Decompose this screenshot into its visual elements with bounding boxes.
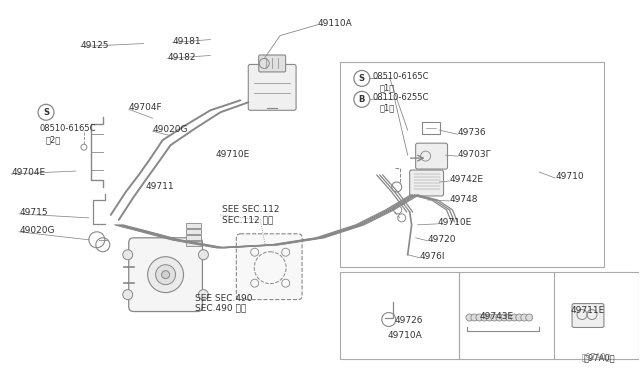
Circle shape [506, 314, 513, 321]
Bar [186, 235, 202, 240]
Circle shape [491, 314, 498, 321]
Text: 49710: 49710 [555, 172, 584, 181]
Text: 49020G: 49020G [19, 226, 54, 235]
FancyBboxPatch shape [236, 234, 302, 299]
Bar [186, 241, 202, 246]
Text: 49181: 49181 [173, 36, 201, 45]
Circle shape [156, 265, 175, 285]
Text: 49110A: 49110A [318, 19, 353, 28]
Text: （2）: （2） [46, 136, 61, 145]
Bar [460, 272, 639, 359]
Circle shape [486, 314, 493, 321]
Circle shape [511, 314, 518, 321]
Circle shape [198, 250, 209, 260]
Text: B: B [358, 95, 365, 104]
Text: 49710E: 49710E [438, 218, 472, 227]
Text: SEC.490 参照: SEC.490 参照 [195, 304, 246, 312]
FancyBboxPatch shape [259, 55, 285, 72]
Circle shape [521, 314, 528, 321]
Circle shape [525, 314, 532, 321]
Text: 49703Γ: 49703Γ [458, 150, 491, 159]
Circle shape [123, 290, 132, 299]
Text: 49715: 49715 [19, 208, 48, 217]
Text: 49710A: 49710A [388, 331, 422, 340]
Circle shape [471, 314, 478, 321]
Text: 08510-6165C: 08510-6165C [373, 72, 429, 81]
Text: 49704F: 49704F [129, 103, 163, 112]
FancyBboxPatch shape [572, 304, 604, 327]
Circle shape [148, 257, 184, 293]
Text: 49736: 49736 [458, 128, 486, 137]
Text: 08110-6255C: 08110-6255C [373, 93, 429, 102]
Text: SEC.112 参照: SEC.112 参照 [222, 215, 274, 224]
FancyBboxPatch shape [248, 64, 296, 110]
Circle shape [38, 104, 54, 120]
Text: 49125: 49125 [81, 41, 109, 49]
Text: 49720: 49720 [428, 235, 456, 244]
Bar [340, 272, 460, 359]
Text: S: S [43, 108, 49, 117]
FancyBboxPatch shape [410, 170, 444, 196]
Text: 鞠97A0参: 鞠97A0参 [582, 352, 611, 361]
Circle shape [496, 314, 503, 321]
Circle shape [161, 271, 170, 279]
Text: 49742E: 49742E [449, 175, 483, 184]
Text: SEE SEC.490: SEE SEC.490 [195, 294, 253, 302]
Bar [340, 62, 604, 267]
Text: 49748: 49748 [449, 195, 478, 204]
Circle shape [476, 314, 483, 321]
Text: SEE SEC.112: SEE SEC.112 [222, 205, 280, 214]
FancyBboxPatch shape [415, 143, 447, 169]
Bar [186, 229, 202, 234]
Circle shape [354, 92, 370, 107]
Text: 49020G: 49020G [152, 125, 188, 134]
Text: 鞠97A0参: 鞠97A0参 [584, 353, 616, 362]
Circle shape [516, 314, 523, 321]
Circle shape [198, 290, 209, 299]
Text: 08510-6165C: 08510-6165C [39, 124, 95, 133]
Text: 49704E: 49704E [11, 168, 45, 177]
Circle shape [354, 70, 370, 86]
Text: 4976I: 4976I [420, 252, 445, 261]
Circle shape [501, 314, 508, 321]
Text: 49726: 49726 [395, 315, 423, 324]
Circle shape [466, 314, 473, 321]
Text: 49711: 49711 [146, 182, 174, 191]
Text: 49710E: 49710E [216, 150, 250, 159]
Text: 49711E: 49711E [571, 305, 605, 315]
Text: 49182: 49182 [168, 52, 196, 61]
Bar [186, 223, 202, 228]
Text: 49743E: 49743E [479, 311, 513, 321]
Circle shape [481, 314, 488, 321]
Text: S: S [359, 74, 365, 83]
Text: （1）: （1） [380, 104, 395, 113]
Circle shape [123, 250, 132, 260]
FancyBboxPatch shape [129, 238, 202, 311]
Text: （1）: （1） [380, 83, 395, 92]
